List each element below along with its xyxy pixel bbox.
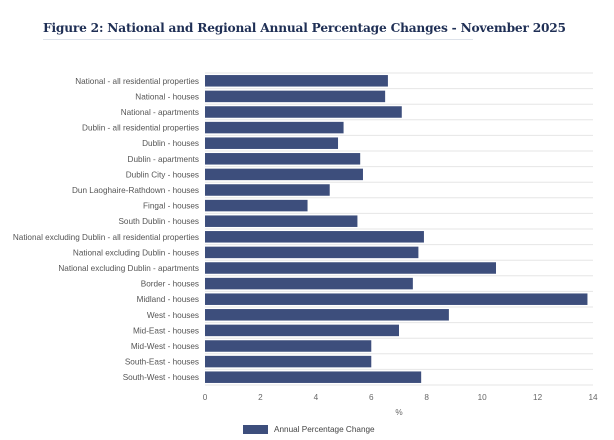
category-label: Border - houses xyxy=(141,280,199,289)
bar[interactable] xyxy=(205,355,372,368)
bar[interactable] xyxy=(205,121,344,134)
bar[interactable] xyxy=(205,137,339,149)
category-label: Dublin City - houses xyxy=(126,170,199,179)
x-tick-label: 0 xyxy=(203,393,208,402)
category-label: South Dublin - houses xyxy=(118,217,199,226)
category-label: West - houses xyxy=(147,311,199,320)
bar[interactable] xyxy=(205,293,588,305)
bar[interactable] xyxy=(205,371,422,383)
bar[interactable] xyxy=(205,90,386,103)
bar[interactable] xyxy=(205,340,372,352)
category-label: Dublin - apartments xyxy=(128,155,199,164)
category-label: National - all residential properties xyxy=(75,77,199,86)
category-label: Midland - houses xyxy=(137,295,199,304)
x-tick-label: 10 xyxy=(478,393,488,402)
category-label: National excluding Dublin - all resident… xyxy=(13,233,199,242)
category-label: South-East - houses xyxy=(125,358,199,367)
bar[interactable] xyxy=(205,324,399,337)
category-label: Dublin - houses xyxy=(142,139,199,148)
category-label: Mid-West - houses xyxy=(131,342,199,351)
bar[interactable] xyxy=(205,199,308,212)
chart-title: Figure 2: National and Regional Annual P… xyxy=(43,21,566,35)
category-label: National excluding Dublin - houses xyxy=(73,248,199,257)
bar[interactable] xyxy=(205,309,449,321)
bar[interactable] xyxy=(205,106,402,118)
category-label: South-West - houses xyxy=(123,373,199,382)
x-tick-label: 14 xyxy=(588,393,598,402)
category-label: Dublin - all residential properties xyxy=(82,124,199,133)
legend[interactable]: Annual Percentage Change xyxy=(243,425,375,434)
x-tick-label: 12 xyxy=(533,393,543,402)
legend-swatch xyxy=(243,425,268,434)
title-underline xyxy=(43,39,473,40)
category-label: Mid-East - houses xyxy=(133,326,199,335)
x-tick-label: 6 xyxy=(369,393,374,402)
category-label: National - apartments xyxy=(121,108,199,117)
x-tick-label: 4 xyxy=(314,393,319,402)
bar[interactable] xyxy=(205,246,419,259)
bar[interactable] xyxy=(205,262,496,274)
category-label: National excluding Dublin - apartments xyxy=(58,264,199,273)
bar[interactable] xyxy=(205,184,330,196)
bar[interactable] xyxy=(205,231,424,243)
category-label: National - houses xyxy=(135,92,199,101)
x-tick-label: 2 xyxy=(258,393,263,402)
category-label: Fingal - houses xyxy=(143,202,199,211)
bar[interactable] xyxy=(205,215,358,227)
x-axis-label: % xyxy=(395,408,402,417)
bar[interactable] xyxy=(205,75,388,87)
category-label: Dun Laoghaire-Rathdown - houses xyxy=(72,186,199,195)
bar[interactable] xyxy=(205,277,413,290)
x-tick-label: 8 xyxy=(424,393,429,402)
bar[interactable] xyxy=(205,153,361,165)
bar[interactable] xyxy=(205,168,363,181)
legend-label: Annual Percentage Change xyxy=(274,425,375,434)
